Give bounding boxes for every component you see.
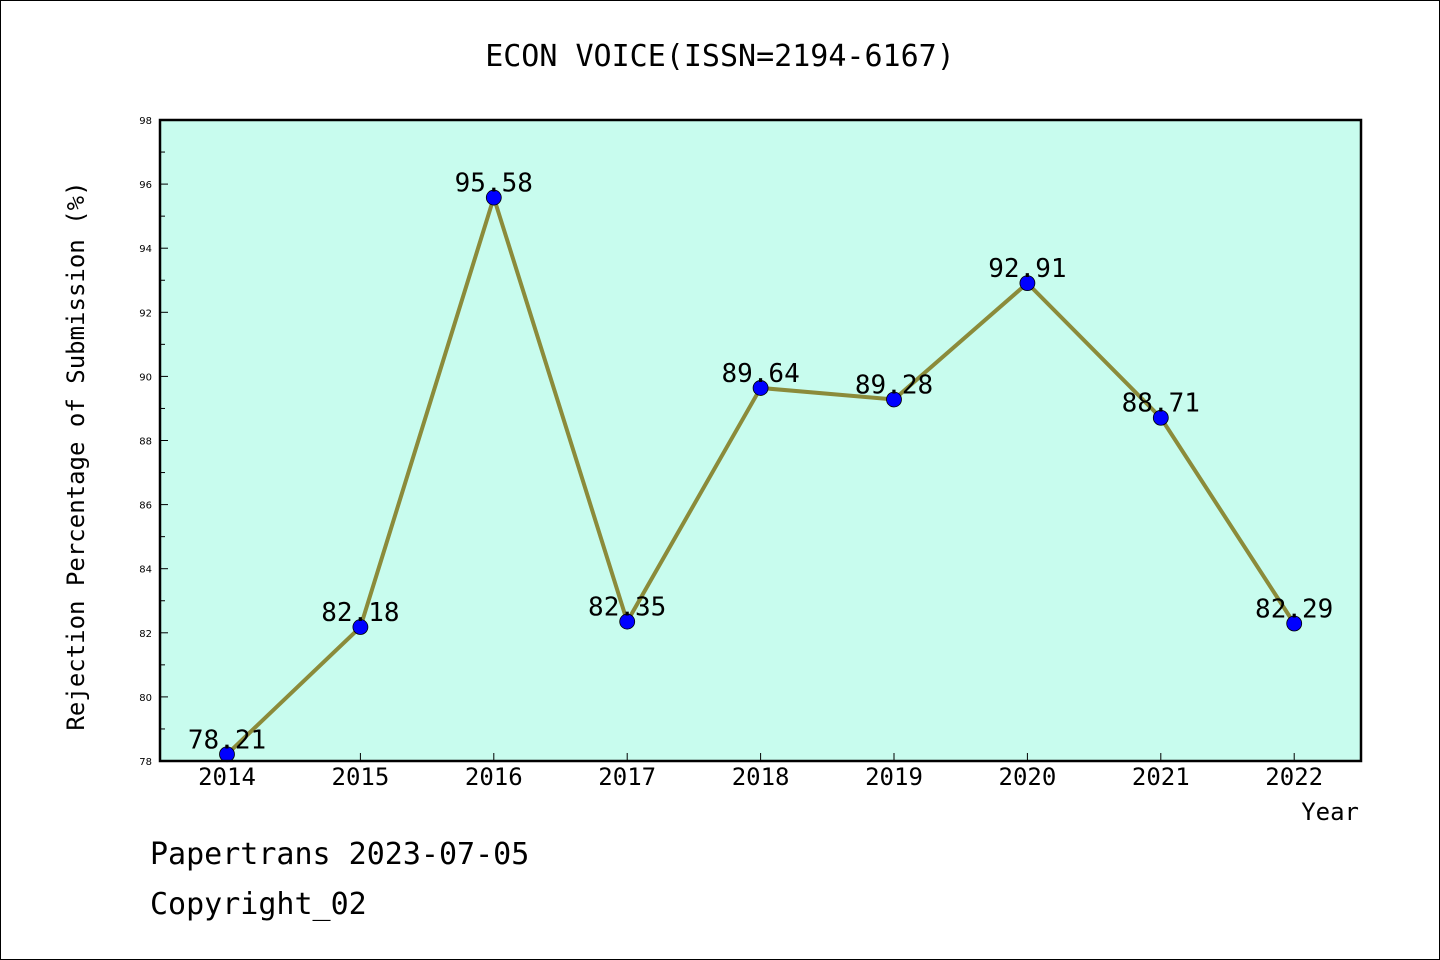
- data-point-2017: [619, 613, 636, 630]
- data-label-2022: 82.29: [1255, 595, 1333, 625]
- y-tick-label: 88: [139, 437, 152, 448]
- data-point-2019: [886, 391, 902, 408]
- y-tick-label: 90: [139, 372, 152, 383]
- x-axis-ticks: 2014 2015 2016 2017 2018 2019 2020 2021 2022: [198, 753, 1323, 791]
- x-tick-label: 2021: [1132, 763, 1190, 791]
- data-labels: 78.21 82.18 95.58 82.35 89.64 89.28 92.91 88.71…: [188, 169, 1333, 756]
- data-label-2016: 95.58: [455, 169, 533, 199]
- x-tick-label: 2015: [332, 763, 390, 791]
- y-tick-label: 84: [139, 565, 152, 576]
- y-tick-label: 82: [139, 629, 152, 640]
- x-tick-label: 2020: [999, 763, 1057, 791]
- x-tick-label: 2014: [198, 763, 256, 791]
- data-markers: [219, 189, 1303, 763]
- x-axis-label: Year: [1301, 798, 1359, 826]
- data-label-2020: 92.91: [988, 254, 1066, 284]
- chart-title: ECON VOICE(ISSN=2194-6167): [485, 39, 955, 74]
- y-axis-label: Rejection Percentage of Submission (%): [62, 181, 90, 730]
- data-point-2021: [1152, 409, 1169, 426]
- y-tick-label: 94: [139, 244, 152, 255]
- y-tick-label: 86: [139, 501, 152, 512]
- data-label-2015: 82.18: [321, 598, 399, 628]
- plot-area: [160, 120, 1361, 761]
- data-point-2018: [752, 380, 769, 396]
- x-tick-label: 2022: [1265, 763, 1323, 791]
- data-label-2017: 82.35: [588, 593, 666, 623]
- data-label-2019: 89.28: [855, 370, 933, 400]
- data-point-2020: [1019, 275, 1036, 292]
- data-point-2016: [485, 189, 502, 206]
- plot-border: [158, 118, 1363, 763]
- x-tick-label: 2016: [465, 763, 523, 791]
- data-label-2021: 88.71: [1122, 389, 1200, 419]
- y-tick-label: 80: [139, 693, 152, 704]
- footer-line-2: Copyright_02: [150, 887, 367, 922]
- x-tick-label: 2017: [598, 763, 656, 791]
- footer-line-1: Papertrans 2023-07-05: [150, 837, 529, 872]
- data-point-2015: [352, 619, 369, 635]
- y-tick-label: 78: [139, 757, 152, 768]
- y-tick-label: 92: [139, 308, 152, 319]
- y-tick-label: 98: [139, 116, 152, 127]
- x-tick-label: 2019: [865, 763, 923, 791]
- data-label-2014: 78.21: [188, 725, 266, 755]
- data-label-2018: 89.64: [721, 359, 799, 389]
- data-point-2022: [1286, 615, 1303, 632]
- y-tick-label: 96: [139, 180, 152, 191]
- x-tick-label: 2018: [732, 763, 790, 791]
